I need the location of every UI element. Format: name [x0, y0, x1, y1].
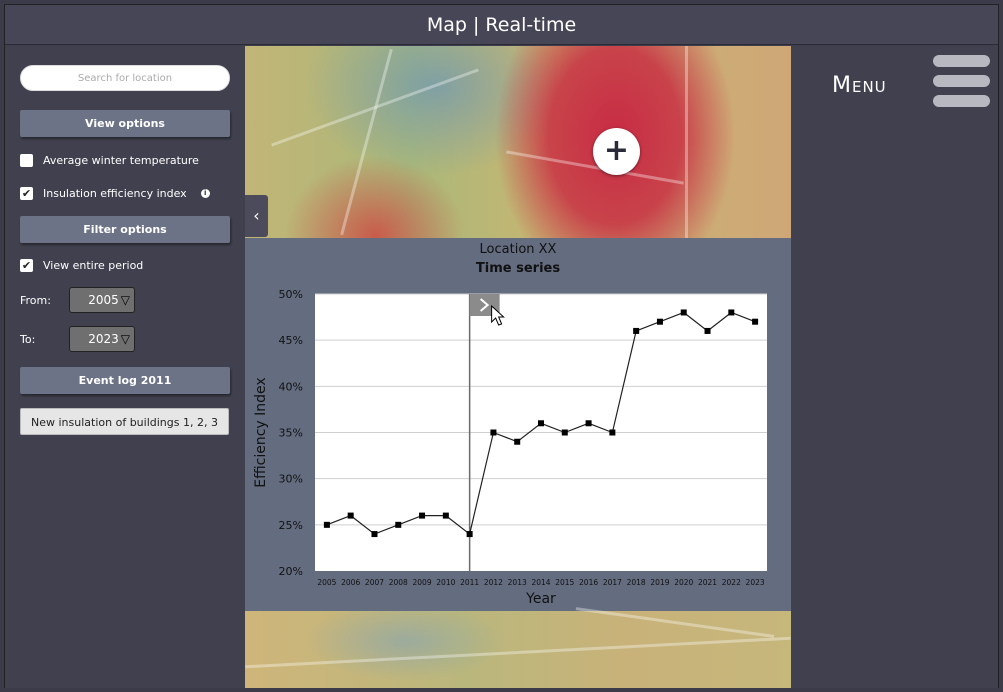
- data-point: [680, 309, 687, 316]
- x-tick-label: 2010: [436, 578, 455, 587]
- x-tick-label: 2014: [531, 578, 550, 587]
- data-point: [752, 318, 759, 325]
- chart-title: Time series: [475, 261, 561, 276]
- map-street: [340, 48, 393, 236]
- data-point: [609, 429, 616, 436]
- y-axis-label: Efficiency Index: [253, 377, 269, 487]
- x-tick-label: 2006: [341, 578, 360, 587]
- option-label: Insulation efficiency index: [43, 186, 187, 200]
- map[interactable]: + ‹ Location XX Time series 20% 25% 30% 35%…: [245, 46, 791, 688]
- time-series-chart: 20% 25% 30% 35% 40% 45% 50% 2005 2006 2007 2008 200…: [253, 288, 767, 607]
- x-tick-label: 2021: [698, 578, 717, 587]
- sidebar: Search for location View options Average…: [5, 46, 245, 688]
- from-label: From:: [20, 293, 51, 307]
- x-tick-label: 2011: [460, 578, 479, 587]
- x-tick-label: 2022: [722, 578, 741, 587]
- heatmap-view[interactable]: [245, 46, 791, 238]
- data-point: [728, 309, 735, 316]
- from-year-select[interactable]: 2005 ▽: [69, 287, 135, 313]
- x-tick-label: 2009: [413, 578, 432, 587]
- to-year-select[interactable]: 2023 ▽: [69, 326, 135, 352]
- search-input[interactable]: Search for location: [20, 65, 230, 91]
- view-options-button[interactable]: View options: [20, 110, 230, 137]
- data-point: [490, 429, 497, 436]
- checkbox-checked[interactable]: ✔: [20, 186, 33, 200]
- data-point: [585, 420, 592, 427]
- menu-label[interactable]: Menu: [832, 73, 887, 98]
- map-street: [575, 607, 775, 638]
- x-tick-label: 2007: [365, 578, 384, 587]
- x-tick-label: 2012: [484, 578, 503, 587]
- x-tick-label: 2013: [508, 578, 527, 587]
- data-point: [538, 420, 544, 427]
- plus-icon[interactable]: +: [593, 128, 640, 175]
- from-year-value: 2005: [88, 293, 119, 307]
- x-tick-label: 2005: [317, 578, 336, 587]
- option-average-winter-temperature[interactable]: Average winter temperature: [20, 152, 199, 168]
- chevron-down-icon: ▽: [120, 332, 130, 346]
- menu-panel: Menu: [791, 46, 998, 688]
- y-tick-label: 50%: [279, 288, 303, 301]
- data-point: [371, 531, 378, 538]
- data-point: [347, 512, 354, 519]
- chart-panel: Location XX Time series 20% 25% 30% 35% 40% 4…: [245, 238, 791, 611]
- x-tick-label: 2008: [389, 578, 408, 587]
- info-icon[interactable]: i: [200, 188, 210, 198]
- event-item-button[interactable]: New insulation of buildings 1, 2, 3: [20, 408, 229, 435]
- app-window: Map | Real-time Search for location View…: [4, 4, 999, 688]
- x-tick-label: 2015: [555, 578, 574, 587]
- event-log-button[interactable]: Event log 2011: [20, 367, 230, 394]
- data-point: [323, 521, 330, 528]
- x-tick-label: 2020: [674, 578, 693, 587]
- chevron-down-icon: ▽: [120, 293, 130, 307]
- data-point: [514, 438, 521, 445]
- y-tick-label: 35%: [279, 427, 303, 440]
- to-year-value: 2023: [88, 332, 119, 346]
- y-tick-label: 30%: [279, 473, 303, 486]
- map-street: [245, 636, 791, 669]
- from-row: From: 2005 ▽: [20, 287, 135, 313]
- map-bottom-view[interactable]: [245, 607, 791, 688]
- x-tick-label: 2023: [746, 578, 765, 587]
- option-insulation-efficiency-index[interactable]: ✔ Insulation efficiency index i: [20, 185, 210, 201]
- page-title: Map | Real-time: [5, 5, 998, 45]
- option-view-entire-period[interactable]: ✔ View entire period: [20, 257, 143, 273]
- x-tick-label: 2017: [603, 578, 622, 587]
- x-tick-label: 2018: [627, 578, 646, 587]
- y-tick-label: 45%: [279, 334, 303, 347]
- y-tick-label: 40%: [279, 380, 303, 393]
- data-point: [442, 512, 449, 519]
- option-label: Average winter temperature: [43, 153, 199, 167]
- data-point: [466, 531, 473, 538]
- data-point: [395, 521, 402, 528]
- y-tick-label: 25%: [279, 519, 303, 532]
- data-point: [704, 327, 711, 334]
- filter-options-button[interactable]: Filter options: [20, 216, 230, 243]
- data-point: [419, 512, 426, 519]
- x-tick-label: 2019: [650, 578, 669, 587]
- checkbox[interactable]: [20, 153, 33, 167]
- checkbox-checked[interactable]: ✔: [20, 258, 33, 272]
- hamburger-icon[interactable]: [933, 55, 990, 110]
- location-title: Location XX: [479, 242, 557, 257]
- to-row: To: 2023 ▽: [20, 326, 135, 352]
- y-tick-label: 20%: [279, 565, 303, 578]
- data-point: [633, 327, 640, 334]
- to-label: To:: [20, 332, 36, 346]
- data-point: [561, 429, 568, 436]
- cursor-icon: [491, 304, 505, 326]
- chevron-left-icon[interactable]: ‹: [245, 195, 268, 237]
- x-axis-label: Year: [525, 591, 556, 607]
- option-label: View entire period: [43, 258, 144, 272]
- map-street: [685, 46, 688, 238]
- x-tick-label: 2016: [579, 578, 598, 587]
- data-point: [656, 318, 663, 325]
